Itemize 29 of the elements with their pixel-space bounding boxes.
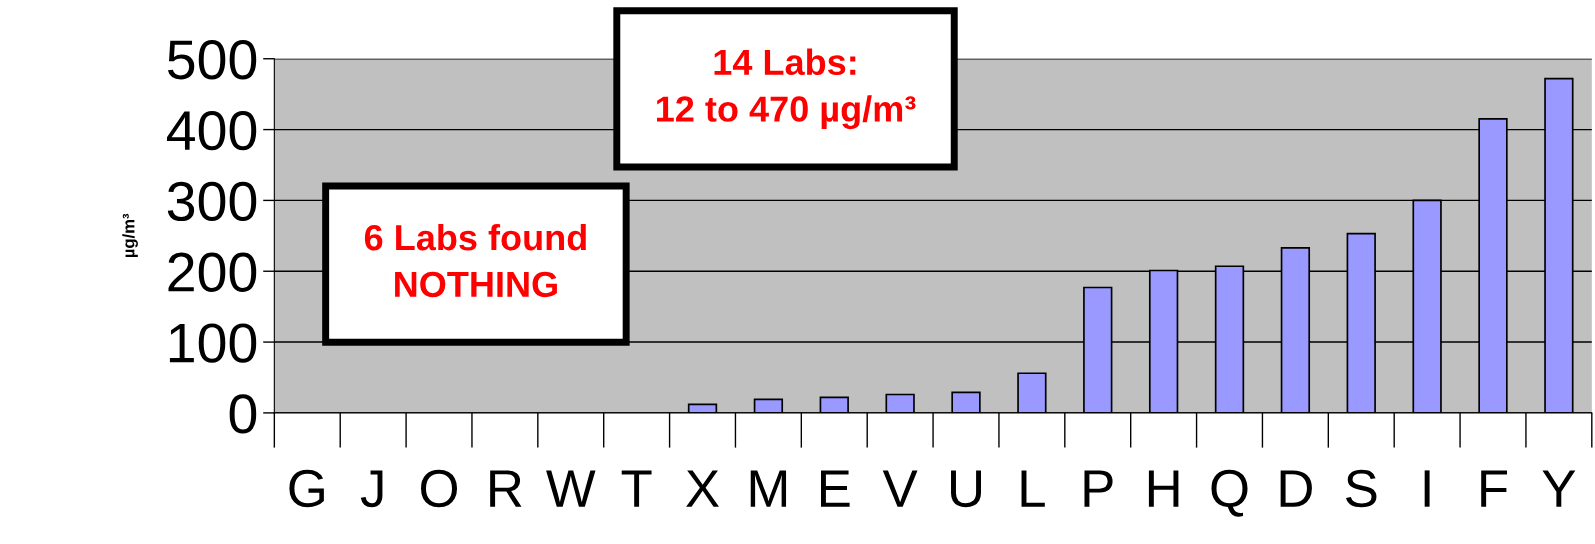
x-tick-label: P [1084, 470, 1113, 507]
x-tick-label: O [421, 469, 458, 508]
x-tick-label: F [1481, 470, 1508, 507]
y-tick-label: 200 [168, 252, 257, 292]
y-tick-label: 300 [167, 181, 257, 222]
x-tick-label: D [1280, 470, 1312, 507]
x-tick-label: L [1021, 470, 1045, 507]
x-tick-label: V [882, 470, 918, 507]
annotation: 6 Labs found NOTHING [364, 223, 586, 298]
y-tick-label: 0 [229, 394, 257, 434]
x-tick-label: Q [1211, 469, 1248, 517]
y-tick-label: 100 [169, 323, 257, 363]
x-tick-label: M [750, 470, 787, 507]
x-tick-label: I [1424, 470, 1430, 507]
x-tick-label: S [1346, 469, 1377, 508]
x-tick-label: E [820, 470, 850, 507]
annotation: 14 Labs: 12 to 470 µg/m³ [656, 48, 916, 130]
y-tick-label: 500 [167, 40, 257, 80]
y-axis-title: µg/m³ [122, 213, 138, 258]
x-tick-label: X [686, 470, 720, 507]
x-tick-label: W [546, 470, 596, 507]
x-tick-label: G [289, 469, 324, 508]
x-tick-label: U [951, 470, 981, 508]
x-tick-label: J [360, 470, 383, 508]
x-tick-label: R [490, 470, 522, 507]
x-tick-label: H [1148, 470, 1179, 507]
x-tick-label: Y [1542, 470, 1576, 507]
y-tick-label: 400 [166, 110, 257, 151]
x-tick-label: T [621, 470, 652, 507]
